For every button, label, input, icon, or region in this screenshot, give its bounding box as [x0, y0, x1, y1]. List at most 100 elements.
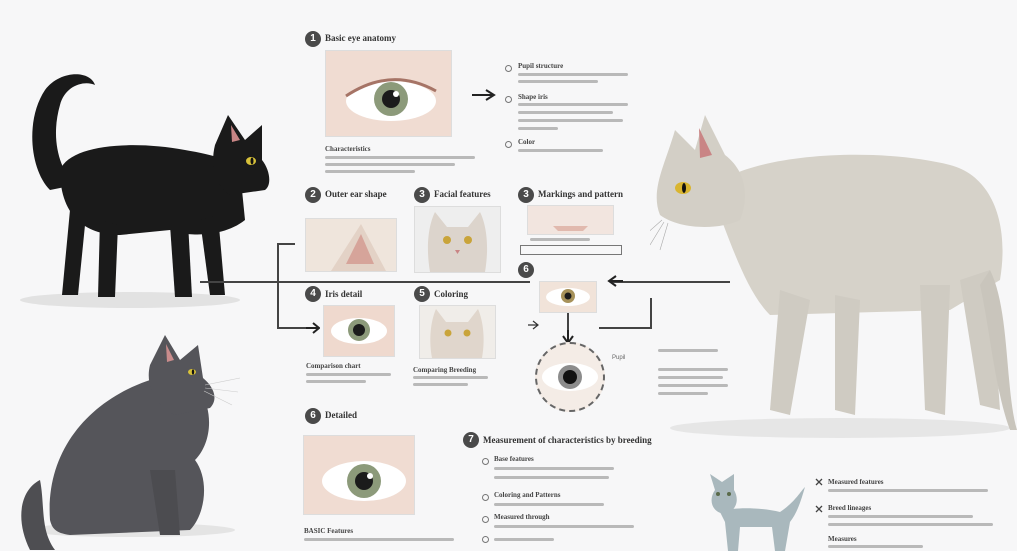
cat-face-photo: [419, 305, 496, 359]
section-heading: Breed lineages: [828, 504, 872, 512]
eye-icon: [546, 288, 590, 306]
step-title: Detailed: [325, 410, 357, 420]
connector-line: [567, 313, 569, 339]
eye-icon: [345, 78, 437, 121]
text-line: [828, 489, 988, 492]
arrow-left-icon: [607, 275, 623, 287]
connector-line: [650, 298, 652, 329]
text-line: [518, 149, 603, 152]
text-line: [494, 503, 604, 506]
text-line: [494, 467, 614, 470]
grey-cat-illustration: [21, 335, 241, 550]
bullet-icon: [482, 458, 489, 465]
arrow-right-icon: [306, 322, 320, 334]
connector-line: [200, 281, 530, 283]
eye-closeup-photo: [325, 50, 452, 137]
eye-icon: [322, 461, 406, 501]
text-line: [304, 538, 454, 541]
iris-photo: [323, 305, 395, 357]
magnify-label: Pupil: [612, 355, 626, 361]
connector-line: [277, 243, 279, 328]
eye-closeup-photo: [303, 435, 415, 515]
text-line: [658, 349, 718, 352]
text-line: [658, 368, 728, 371]
connector-line: [277, 243, 295, 245]
text-line: [658, 392, 708, 395]
text-line: [518, 73, 628, 76]
cat-face-photo: [414, 206, 501, 273]
section-heading: Pupil structure: [518, 62, 564, 70]
text-line: [828, 523, 993, 526]
section-heading: Measured through: [494, 513, 550, 521]
section-heading: Base features: [494, 455, 534, 463]
step-number: 3: [414, 187, 430, 203]
magnified-eye: [535, 342, 605, 412]
bullet-icon: [505, 141, 512, 148]
text-line: [494, 476, 609, 479]
bullet-icon: [482, 536, 489, 543]
cat-face-icon: [430, 309, 484, 358]
step-number: 2: [305, 187, 321, 203]
step-title: Outer ear shape: [325, 189, 387, 199]
text-line: [828, 515, 973, 518]
text-line: [518, 111, 613, 114]
text-line: [518, 119, 623, 122]
step-title: Measurement of characteristics by breedi…: [483, 435, 652, 445]
step-title: Basic eye anatomy: [325, 33, 396, 43]
step-title: Markings and pattern: [538, 189, 624, 199]
arrow-right-icon: [472, 89, 496, 101]
bullet-icon: [505, 96, 512, 103]
connector-line: [277, 327, 312, 329]
section-heading: Color: [518, 138, 536, 146]
connector-line: [610, 281, 730, 283]
section-heading: Measures: [828, 535, 857, 543]
text-line: [325, 163, 455, 166]
text-line: [306, 380, 366, 383]
text-line: [494, 538, 554, 541]
eye-icon: [542, 363, 598, 391]
step-number: 7: [463, 432, 479, 448]
caption: Characteristics: [325, 145, 371, 153]
bullet-icon: [482, 494, 489, 501]
markings-photo: [527, 205, 614, 235]
cat-face-icon: [427, 212, 488, 272]
text-line: [413, 376, 488, 379]
close-icon: [815, 505, 823, 513]
text-line: [494, 525, 634, 528]
text-line: [530, 238, 590, 241]
ear-icon: [538, 211, 603, 231]
eye-icon: [331, 318, 387, 344]
arrow-right-icon: [528, 320, 539, 330]
bullet-icon: [505, 65, 512, 72]
markings-bar: [520, 245, 622, 255]
step-number: 1: [305, 31, 321, 47]
eye-photo: [539, 281, 597, 313]
connector-line: [599, 327, 651, 329]
ear-photo: [305, 218, 397, 272]
bullet-icon: [482, 516, 489, 523]
text-line: [658, 376, 723, 379]
step-number: 6: [518, 262, 534, 278]
step-title: Iris detail: [325, 289, 363, 299]
close-icon: [815, 478, 823, 486]
text-line: [518, 127, 558, 130]
section-heading: Coloring and Patterns: [494, 491, 561, 499]
text-line: [518, 103, 628, 106]
ear-icon: [331, 224, 386, 271]
text-line: [828, 545, 923, 548]
caption: Comparing Breeding: [413, 366, 477, 374]
section-heading: Measured features: [828, 478, 884, 486]
text-line: [325, 156, 475, 159]
step-number: 6: [305, 408, 321, 424]
text-line: [306, 373, 391, 376]
section-heading: Shape iris: [518, 93, 548, 101]
step-number: 4: [305, 286, 321, 302]
cream-cat-illustration: [650, 115, 1017, 438]
step-number: 3: [518, 187, 534, 203]
text-line: [413, 383, 468, 386]
blue-cat-illustration: [710, 474, 805, 551]
step-number: 5: [414, 286, 430, 302]
step-title: Coloring: [434, 289, 469, 299]
text-line: [518, 80, 598, 83]
black-cat-illustration: [20, 74, 270, 308]
